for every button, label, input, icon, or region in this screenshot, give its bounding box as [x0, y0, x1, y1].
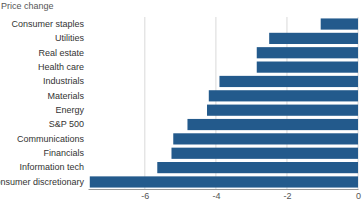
bar — [321, 18, 358, 29]
y-axis: Consumer staples Utilities Real estate Heal… — [0, 19, 88, 187]
x-tick: -4 — [212, 189, 220, 201]
bar — [269, 33, 358, 44]
x-axis: -6 -4 -2 0 — [89, 189, 362, 201]
y-tick-label: Energy — [55, 105, 84, 115]
x-tick: -6 — [141, 189, 149, 201]
bar — [171, 148, 358, 159]
x-tick: 0 — [356, 189, 361, 201]
y-tick: Industrials — [43, 76, 88, 86]
bar — [219, 76, 358, 87]
x-axis-line — [89, 189, 359, 190]
y-tick-label: Information tech — [19, 162, 84, 172]
y-tick: Consumer discretionary — [0, 177, 88, 187]
y-tick: Communications — [17, 134, 88, 144]
bar — [257, 47, 358, 58]
x-tick: -2 — [283, 189, 291, 201]
bar — [257, 62, 358, 73]
y-tick-label: Materials — [47, 91, 84, 101]
y-tick: Utilities — [55, 33, 88, 43]
title: Price change — [1, 1, 54, 11]
bar — [157, 162, 358, 173]
y-tick-label: Industrials — [43, 76, 85, 86]
bar — [207, 105, 358, 116]
y-tick: Consumer staples — [11, 19, 88, 29]
x-tick-label: -4 — [212, 191, 220, 201]
x-tick-label: -2 — [283, 191, 291, 201]
y-tick-label: S&P 500 — [49, 119, 84, 129]
bar — [209, 90, 358, 101]
grid-line — [144, 17, 145, 189]
grid — [145, 17, 358, 189]
y-tick: Real estate — [38, 48, 88, 58]
y-tick: Information tech — [19, 162, 88, 172]
y-tick-label: Real estate — [38, 48, 84, 58]
y-tick-label: Communications — [17, 134, 85, 144]
y-tick-label: Consumer staples — [11, 19, 84, 29]
plot: -6 -4 -2 0 Consumer staples Utilities Real est… — [0, 17, 361, 201]
y-tick: Energy — [55, 105, 88, 115]
y-tick-label: Financials — [43, 148, 84, 158]
y-tick-label: Health care — [38, 62, 84, 72]
y-tick-label: Utilities — [55, 33, 85, 43]
chart: Price change -6 -4 -2 0 Consumer staples Utili… — [0, 0, 364, 205]
y-tick: S&P 500 — [49, 119, 88, 129]
y-tick: Materials — [47, 91, 88, 101]
bar — [173, 133, 358, 144]
bar — [90, 176, 358, 187]
bars — [90, 18, 358, 187]
y-tick: Financials — [43, 148, 88, 158]
y-tick-label: Consumer discretionary — [0, 177, 84, 187]
x-tick-label: -6 — [141, 191, 149, 201]
y-tick: Health care — [38, 62, 88, 72]
x-tick-label: 0 — [356, 191, 361, 201]
bar — [187, 119, 358, 130]
